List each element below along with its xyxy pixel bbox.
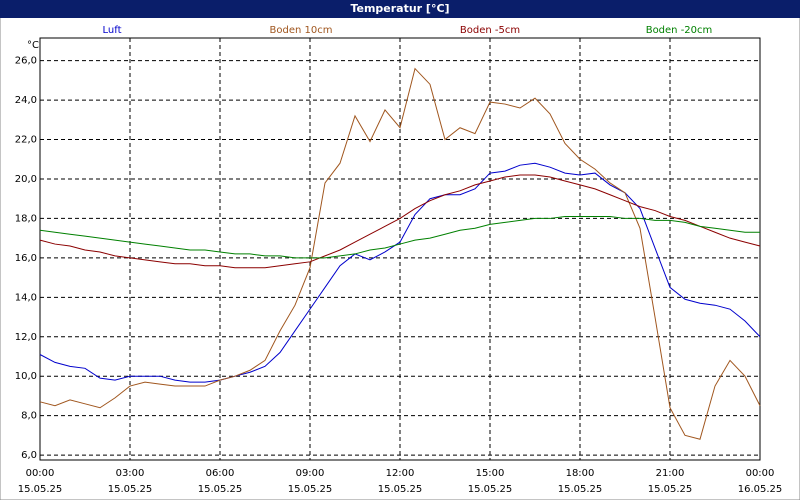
title-bar (0, 0, 800, 18)
y-tick-label: 8,0 (21, 411, 37, 422)
y-tick-label: 26,0 (15, 56, 37, 67)
y-tick-label: 6,0 (21, 450, 37, 461)
x-tick-label: 12:00 (386, 468, 415, 479)
legend-entry: Boden -20cm (646, 25, 713, 36)
legend-entry: Luft (103, 25, 122, 36)
chart-title: Temperatur [°C] (350, 2, 449, 15)
y-tick-label: 20,0 (15, 174, 37, 185)
x-tick-label: 09:00 (296, 468, 325, 479)
x-tick-date: 16.05.25 (738, 484, 783, 495)
y-unit: °C (27, 40, 39, 51)
legend-entry: Boden -5cm (460, 25, 520, 36)
series-line (39, 174, 761, 269)
y-tick-label: 10,0 (15, 371, 37, 382)
series-line (39, 67, 761, 440)
x-tick-label: 15:00 (476, 468, 505, 479)
x-tick-date: 15.05.25 (558, 484, 603, 495)
y-tick-label: 18,0 (15, 213, 37, 224)
y-tick-label: 12,0 (15, 332, 37, 343)
y-tick-label: 24,0 (15, 95, 37, 106)
series-line (39, 162, 761, 383)
x-tick-label: 18:00 (566, 468, 595, 479)
legend-entry: Boden 10cm (270, 25, 333, 36)
x-tick-label: 06:00 (206, 468, 235, 479)
x-tick-date: 15.05.25 (648, 484, 693, 495)
x-tick-date: 15.05.25 (468, 484, 513, 495)
x-tick-date: 15.05.25 (18, 484, 63, 495)
x-tick-date: 15.05.25 (108, 484, 153, 495)
x-tick-label: 00:00 (746, 468, 775, 479)
y-tick-label: 16,0 (15, 253, 37, 264)
x-tick-date: 15.05.25 (378, 484, 423, 495)
x-tick-label: 00:00 (26, 468, 55, 479)
y-tick-label: 22,0 (15, 135, 37, 146)
x-tick-label: 03:00 (116, 468, 145, 479)
x-tick-label: 21:00 (656, 468, 685, 479)
x-tick-date: 15.05.25 (288, 484, 333, 495)
x-tick-date: 15.05.25 (198, 484, 243, 495)
series-line (39, 215, 760, 259)
y-tick-label: 14,0 (15, 292, 37, 303)
